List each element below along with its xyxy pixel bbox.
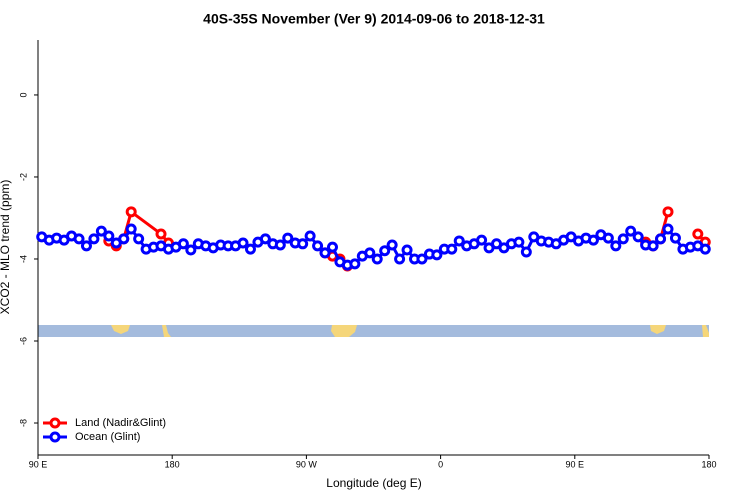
data-point: [237, 237, 249, 249]
data-point: [386, 239, 398, 251]
data-point: [133, 233, 145, 245]
data-point: [103, 230, 115, 242]
data-point: [401, 244, 413, 256]
data-point: [446, 243, 458, 255]
x-tick-label: 0: [438, 459, 443, 469]
data-point: [312, 240, 324, 252]
data-point: [118, 233, 130, 245]
y-axis-label: XCO2 - MLO trend (ppm): [0, 180, 12, 315]
data-point: [476, 234, 488, 246]
legend-marker: [49, 417, 61, 429]
legend-label: Land (Nadir&Glint): [75, 417, 166, 429]
data-point: [244, 243, 256, 255]
data-point: [662, 206, 674, 218]
data-point: [125, 206, 137, 218]
data-point: [379, 245, 391, 257]
legend-label: Ocean (Glint): [75, 431, 140, 443]
data-point: [125, 223, 137, 235]
data-point: [349, 258, 361, 270]
x-tick-label: 180: [701, 459, 716, 469]
data-point: [297, 238, 309, 250]
x-tick-label: 90 E: [566, 459, 585, 469]
data-point: [416, 253, 428, 265]
data-point: [371, 253, 383, 265]
data-point: [647, 240, 659, 252]
data-point: [662, 223, 674, 235]
x-tick-label: 90 W: [296, 459, 318, 469]
y-tick-label: -8: [18, 419, 28, 427]
data-point: [625, 225, 637, 237]
data-point: [692, 228, 704, 240]
data-point: [95, 225, 107, 237]
y-tick-label: -4: [18, 255, 28, 263]
data-point: [610, 240, 622, 252]
data-point: [177, 238, 189, 250]
map-strip: [38, 325, 709, 337]
data-point: [304, 230, 316, 242]
data-point: [319, 247, 331, 259]
x-tick-label: 90 E: [29, 459, 48, 469]
data-point: [617, 233, 629, 245]
data-point: [364, 247, 376, 259]
data-point: [669, 232, 681, 244]
legend-marker: [49, 431, 61, 443]
x-axis-label: Longitude (deg E): [326, 476, 421, 490]
data-point: [282, 232, 294, 244]
data-point: [520, 246, 532, 258]
data-point: [73, 233, 85, 245]
data-point: [394, 253, 406, 265]
data-point: [513, 236, 525, 248]
data-point: [431, 249, 443, 261]
data-point: [80, 240, 92, 252]
data-point: [185, 244, 197, 256]
y-tick-label: -6: [18, 337, 28, 345]
x-tick-label: 180: [165, 459, 180, 469]
y-tick-label: 0: [18, 92, 28, 97]
data-point: [699, 243, 711, 255]
data-point: [453, 235, 465, 247]
data-point: [326, 241, 338, 253]
data-point: [155, 228, 167, 240]
data-point: [632, 231, 644, 243]
chart-title: 40S-35S November (Ver 9) 2014-09-06 to 2…: [203, 11, 545, 27]
data-point: [602, 232, 614, 244]
data-point: [259, 233, 271, 245]
data-point: [655, 233, 667, 245]
data-point: [274, 239, 286, 251]
data-point: [88, 233, 100, 245]
y-tick-label: -2: [18, 173, 28, 181]
data-point: [587, 234, 599, 246]
